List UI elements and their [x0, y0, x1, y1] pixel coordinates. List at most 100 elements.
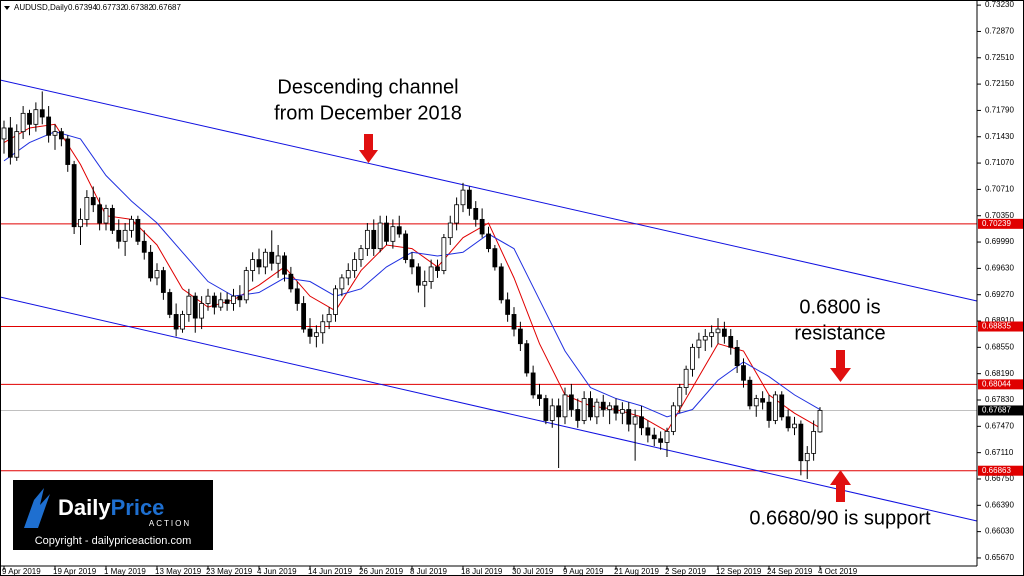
candle-body: [58, 131, 64, 140]
candle-body: [358, 248, 364, 260]
candle-body: [779, 394, 785, 418]
candle-body: [262, 251, 268, 268]
candle-body: [180, 314, 185, 330]
y-tick-label: 0.66030: [985, 527, 1014, 536]
candle-body: [294, 288, 300, 304]
candle-body: [664, 431, 670, 443]
candle-body: [282, 255, 287, 275]
candle-body: [103, 208, 109, 224]
y-tick-label: 0.72150: [985, 79, 1014, 88]
candle-body: [702, 335, 708, 341]
candle-body: [543, 398, 549, 421]
x-tick-label: 14 Jun 2019: [308, 567, 353, 576]
candle-body: [46, 116, 52, 136]
annotation: 0.6680/90 is support: [749, 507, 931, 529]
x-tick-label: 23 May 2019: [206, 567, 253, 576]
candle-body: [498, 266, 504, 301]
candle-body: [645, 427, 651, 436]
y-tick-label: 0.68190: [985, 369, 1014, 378]
arrow-down: [830, 350, 851, 382]
candle-body: [658, 438, 664, 443]
arrow-up: [830, 470, 851, 502]
candle-body: [639, 416, 644, 429]
candle-body: [409, 259, 415, 268]
marks: [1, 91, 823, 479]
candle-body: [90, 197, 96, 206]
candle-body: [619, 409, 625, 414]
candle-body: [390, 226, 396, 242]
level-label: 0.66863: [982, 466, 1011, 475]
logo-word: Price: [111, 495, 165, 520]
candle-body: [766, 401, 772, 421]
candle-body: [435, 266, 440, 271]
candle-body: [84, 197, 90, 220]
y-tick-label: 0.67110: [985, 448, 1014, 457]
candle-body: [288, 273, 294, 290]
y-tick-label: 0.67830: [985, 395, 1014, 404]
candle-body: [728, 335, 734, 348]
level-label-box: [978, 405, 1023, 416]
channel-upper: [0, 79, 978, 302]
ohlc-low: 0.67382: [124, 3, 153, 12]
candle-body: [479, 218, 485, 235]
candle-body: [804, 452, 810, 462]
candle-body: [575, 409, 581, 421]
candle-body: [505, 299, 511, 315]
candle-body: [607, 405, 613, 410]
y-tick-label: 0.70710: [985, 185, 1014, 194]
y-tick-label: 0.71430: [985, 132, 1014, 141]
level-label: 0.68835: [982, 322, 1011, 331]
candle-body: [562, 394, 568, 418]
candle-body: [454, 204, 460, 224]
candle-body: [186, 295, 192, 315]
candle-body: [141, 240, 147, 253]
candle-body: [377, 222, 383, 250]
y-tick-label: 0.66390: [985, 500, 1014, 509]
y-tick-label: 0.69990: [985, 237, 1014, 246]
level-label: 0.70239: [982, 219, 1011, 228]
candle-body: [798, 423, 804, 462]
annotation: resistance: [794, 322, 885, 344]
candle-body: [333, 288, 338, 315]
candle-body: [237, 295, 243, 301]
candle-body: [460, 189, 466, 206]
candle-body: [517, 328, 523, 345]
logo-icon: [24, 488, 50, 528]
candle-body: [549, 405, 555, 421]
x-tick-label: 21 Aug 2019: [614, 567, 659, 576]
candle-body: [473, 208, 479, 220]
copyright: Copyright - dailypriceaction.com: [35, 535, 192, 547]
y-tick-label: 0.69270: [985, 290, 1014, 299]
x-tick-label: 30 Jul 2019: [512, 567, 554, 576]
candle-body: [192, 295, 198, 319]
candle-body: [632, 416, 638, 425]
candle-body: [785, 416, 791, 429]
channel-lower: [0, 296, 978, 522]
y-tick-label: 0.70350: [985, 211, 1014, 220]
level-label: 0.68044: [982, 379, 1011, 388]
candle-body: [71, 164, 77, 228]
candle-body: [154, 270, 160, 279]
annotation: from December 2018: [274, 102, 462, 124]
candle-body: [588, 398, 593, 418]
candle-body: [715, 328, 721, 334]
candle-body: [65, 138, 71, 165]
y-tick-label: 0.67470: [985, 421, 1014, 430]
y-tick-label: 0.73230: [985, 0, 1014, 9]
y-tick-label: 0.71070: [985, 158, 1014, 167]
candle-body: [415, 266, 421, 286]
candle-body: [492, 248, 498, 268]
candle-body: [307, 328, 313, 337]
candle-body: [243, 270, 249, 301]
candle-body: [447, 222, 453, 239]
x-tick-label: 24 Sep 2019: [767, 567, 813, 576]
candle-body: [422, 281, 428, 286]
candle-body: [396, 226, 402, 235]
y-tick-label: 0.68550: [985, 342, 1014, 351]
candle-body: [33, 109, 39, 125]
candle-body: [581, 398, 587, 421]
candle-body: [256, 259, 262, 268]
candle-body: [39, 109, 45, 118]
candle-body: [530, 372, 536, 396]
